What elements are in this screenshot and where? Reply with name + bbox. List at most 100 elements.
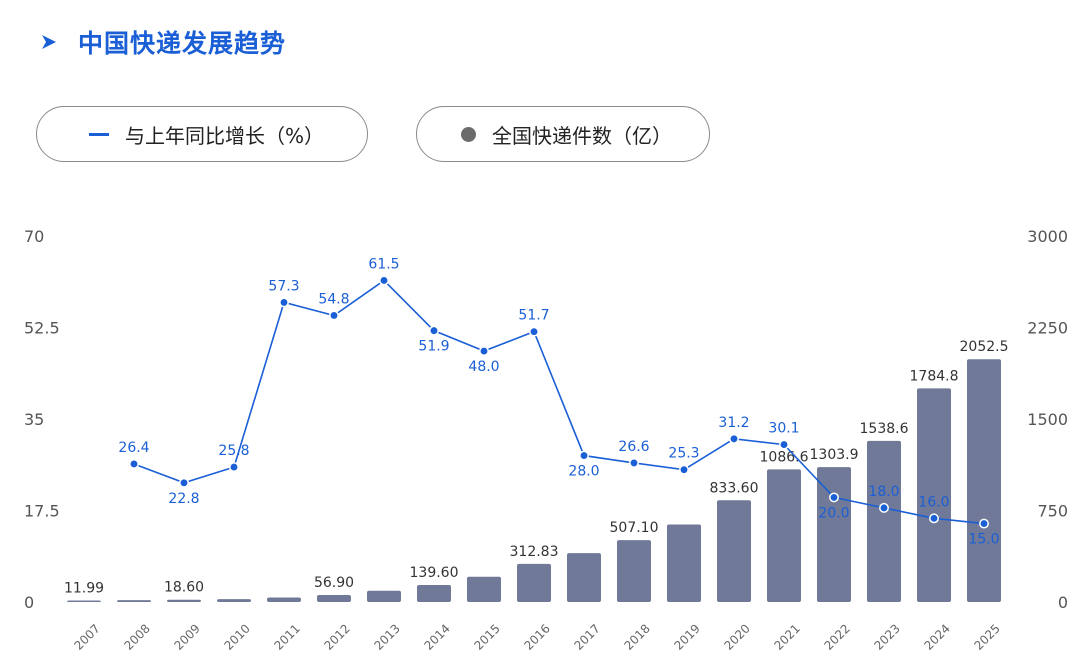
x-tick-label: 2013 [371, 621, 402, 652]
growth-point [179, 477, 189, 488]
growth-value-label: 57.3 [268, 278, 299, 294]
growth-series-line [133, 279, 985, 525]
bar [67, 600, 101, 602]
title-row: 中国快递发展趋势 [40, 22, 286, 62]
arrow-right-icon [42, 35, 56, 49]
x-tick-label: 2016 [521, 621, 552, 652]
bar-value-label: 1303.9 [810, 447, 859, 463]
bar-value-label: 507.10 [610, 520, 659, 536]
growth-point [329, 310, 339, 321]
growth-point [479, 346, 489, 356]
growth-value-label: 25.8 [218, 443, 249, 459]
growth-point [979, 518, 989, 529]
bar [517, 563, 551, 602]
growth-value-label: 20.0 [818, 505, 849, 521]
y-left-tick-label: 52.5 [24, 319, 60, 338]
growth-value-label: 51.9 [418, 339, 449, 355]
bar [617, 540, 651, 602]
growth-point [529, 326, 539, 337]
line-swatch-icon [89, 132, 109, 136]
growth-value-label: 61.5 [368, 256, 399, 272]
growth-value-label: 54.8 [318, 291, 349, 307]
growth-point [279, 297, 289, 308]
bar [467, 576, 501, 602]
x-tick-label: 2015 [471, 621, 502, 652]
growth-value-label: 22.8 [168, 491, 199, 507]
x-tick-label: 2011 [271, 621, 302, 652]
growth-point [229, 462, 239, 473]
growth-value-label: 26.4 [118, 440, 149, 456]
growth-value-label: 18.0 [868, 484, 899, 500]
growth-point [829, 492, 839, 503]
bar [117, 600, 151, 602]
growth-point [429, 325, 439, 336]
x-tick-label: 2018 [621, 621, 652, 652]
x-tick-label: 2023 [871, 621, 902, 652]
bar-value-label: 139.60 [410, 565, 459, 581]
x-tick-label: 2022 [821, 621, 852, 652]
bar-value-label: 56.90 [314, 575, 354, 591]
y-right-tick-label: 1500 [1027, 410, 1068, 429]
bar [567, 553, 601, 602]
growth-value-label: 31.2 [718, 415, 749, 431]
x-tick-label: 2021 [771, 621, 802, 652]
legend-item-volume[interactable]: 全国快递件数（亿） [416, 106, 710, 162]
growth-point [729, 433, 739, 444]
x-tick-label: 2014 [421, 621, 452, 652]
x-tick-label: 2010 [221, 621, 252, 652]
legend-label-volume: 全国快递件数（亿） [492, 123, 672, 148]
growth-point [129, 459, 139, 469]
legend-item-growth[interactable]: 与上年同比增长（%） [36, 106, 368, 162]
legend-label-growth: 与上年同比增长（%） [125, 123, 325, 148]
x-tick-label: 2024 [921, 621, 952, 652]
y-right-tick-label: 0 [1058, 593, 1068, 612]
y-left-tick-label: 0 [24, 593, 34, 612]
growth-value-label: 51.7 [518, 308, 549, 324]
bar-value-label: 18.60 [164, 580, 204, 596]
bar-value-label: 1538.6 [860, 421, 909, 437]
growth-point [629, 457, 639, 468]
bar [867, 440, 901, 602]
bar [767, 469, 801, 602]
growth-point [679, 464, 689, 475]
y-left-tick-label: 70 [24, 227, 44, 246]
growth-value-label: 16.0 [918, 494, 949, 510]
x-tick-label: 2008 [121, 621, 152, 652]
bar [167, 599, 201, 602]
bar [817, 467, 851, 602]
bar [967, 359, 1001, 602]
growth-value-label: 48.0 [468, 359, 499, 375]
x-tick-label: 2012 [321, 621, 352, 652]
growth-value-label: 30.1 [768, 421, 799, 437]
bar [917, 388, 951, 602]
x-tick-label: 2019 [671, 621, 702, 652]
bar-value-label: 11.99 [64, 581, 104, 597]
growth-point [879, 502, 889, 513]
bar [317, 595, 351, 602]
growth-point [579, 450, 589, 461]
x-tick-label: 2020 [721, 621, 752, 652]
x-tick-label: 2007 [71, 621, 102, 652]
page-title: 中国快递发展趋势 [78, 29, 287, 58]
dot-swatch-icon [461, 126, 476, 142]
y-right-tick-label: 3000 [1027, 227, 1068, 246]
y-left-tick-label: 17.5 [24, 502, 60, 521]
growth-value-label: 28.0 [568, 464, 599, 480]
x-tick-label: 2017 [571, 621, 602, 652]
bar-value-label: 2052.5 [960, 339, 1009, 355]
y-right-tick-label: 750 [1037, 502, 1068, 521]
growth-value-label: 26.6 [618, 439, 649, 455]
growth-point [779, 439, 789, 450]
y-left-tick-label: 35 [24, 410, 44, 429]
bar-value-label: 1086.6 [760, 449, 809, 465]
bar [267, 597, 301, 602]
growth-value-label: 25.3 [668, 446, 699, 462]
x-tick-label: 2009 [171, 621, 202, 652]
y-right-tick-label: 2250 [1027, 319, 1068, 338]
bar [367, 590, 401, 602]
bar [717, 500, 751, 602]
growth-value-label: 15.0 [968, 532, 999, 548]
bar-value-label: 1784.8 [910, 368, 959, 384]
